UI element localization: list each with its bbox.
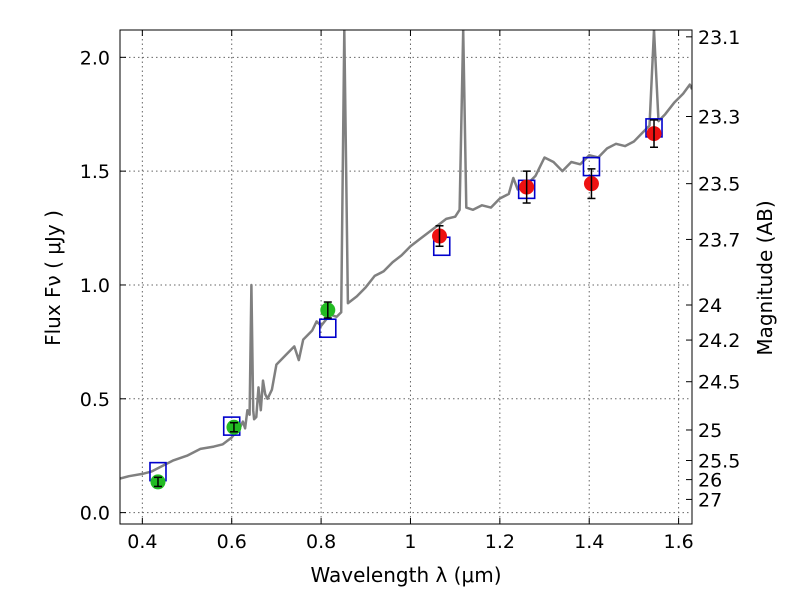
mag-tick-label: 25.5 <box>698 450 740 472</box>
mag-tick-label: 23.7 <box>698 229 740 251</box>
x-tick-label: 0.6 <box>217 531 247 553</box>
y-tick-label: 2.0 <box>80 47 110 69</box>
x-tick-label: 0.8 <box>306 531 336 553</box>
mag-tick-label: 23.5 <box>698 174 740 196</box>
plot-data <box>120 30 692 490</box>
mag-tick-label: 23.1 <box>698 27 740 49</box>
y-tick-label: 1.0 <box>80 275 110 297</box>
grid-lines <box>120 30 692 524</box>
y-axis-label-right: Magnitude (AB) <box>753 200 777 355</box>
x-tick-label: 1.2 <box>485 531 515 553</box>
mag-tick-label: 23.3 <box>698 107 740 129</box>
x-tick-label: 0.4 <box>127 531 157 553</box>
x-axis-label: Wavelength λ (μm) <box>310 563 501 587</box>
mag-tick-label: 24 <box>698 295 722 317</box>
y-tick-label: 0.5 <box>80 389 110 411</box>
mag-tick-label: 26 <box>698 470 722 492</box>
mag-tick-label: 25 <box>698 420 722 442</box>
x-tick-label: 1.6 <box>663 531 693 553</box>
mag-tick-label: 27 <box>698 489 722 511</box>
x-tick-label: 1.4 <box>574 531 604 553</box>
y-tick-label: 0.0 <box>80 503 110 525</box>
y-tick-label: 1.5 <box>80 161 110 183</box>
axis-ticks: 0.4 0.6 0.8 1 1.2 1.4 1.6 0.0 0.5 1.0 1.5 2.0 23.1 23… <box>80 27 741 553</box>
x-tick-label: 1 <box>404 531 416 553</box>
plot-frame <box>119 29 693 525</box>
mag-tick-label: 24.5 <box>698 372 740 394</box>
y-axis-label-left: Flux Fν ( μJy ) <box>41 210 65 346</box>
model-point-square <box>318 318 337 339</box>
spectrum-line <box>120 30 692 480</box>
mag-tick-label: 24.2 <box>698 330 740 352</box>
